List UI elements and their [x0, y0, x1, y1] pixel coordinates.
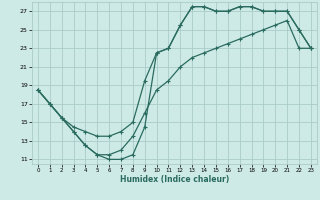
X-axis label: Humidex (Indice chaleur): Humidex (Indice chaleur)	[120, 175, 229, 184]
